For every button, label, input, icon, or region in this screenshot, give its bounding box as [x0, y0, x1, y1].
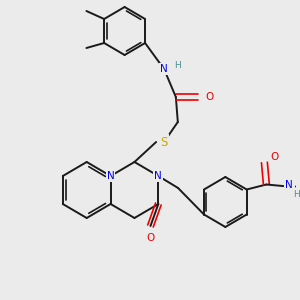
Text: N: N [160, 64, 168, 74]
Text: O: O [270, 152, 278, 163]
Text: N: N [154, 171, 162, 181]
Text: O: O [205, 92, 214, 102]
Text: H: H [293, 190, 300, 199]
Text: S: S [160, 136, 168, 148]
Text: O: O [146, 233, 154, 243]
Text: N: N [285, 179, 293, 190]
Text: H: H [174, 61, 181, 70]
Text: N: N [107, 171, 115, 181]
